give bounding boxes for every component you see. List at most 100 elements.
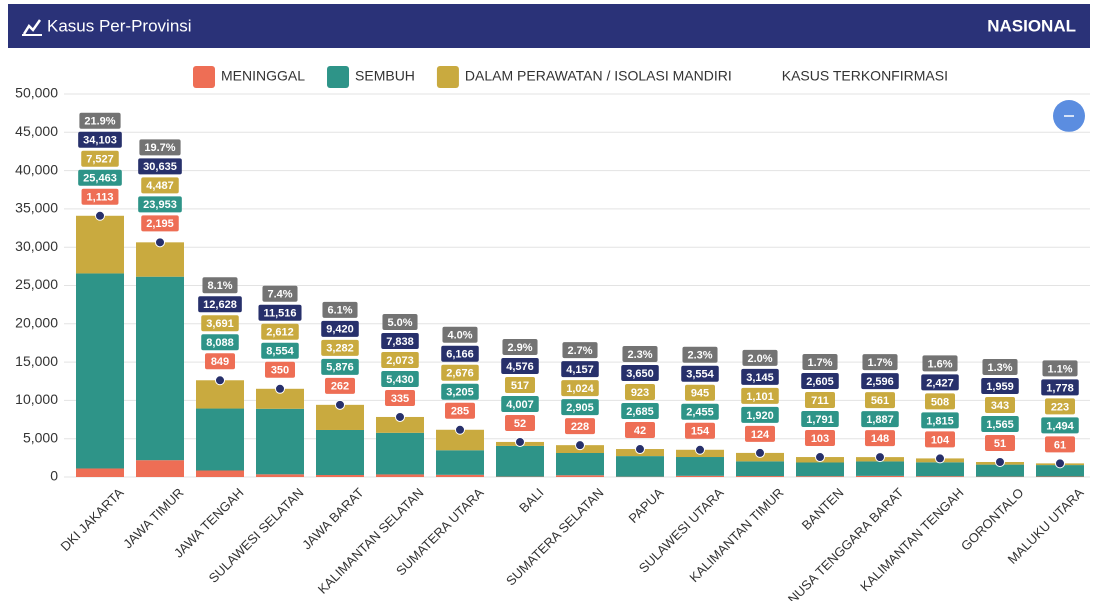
- data-label: 4,007: [506, 399, 534, 411]
- bar-segment: [196, 409, 244, 471]
- total-point: [696, 445, 705, 454]
- data-label: 3,650: [626, 368, 654, 380]
- x-tick-label: PAPUA: [625, 485, 666, 526]
- data-label: 1,113: [87, 192, 114, 204]
- data-label: 2,596: [866, 376, 894, 388]
- total-point: [816, 453, 825, 462]
- bar-segment: [616, 456, 664, 477]
- bar-segment: [256, 474, 304, 477]
- data-label: 285: [451, 406, 469, 418]
- data-label: 52: [514, 418, 526, 430]
- y-tick-label: 25,000: [15, 276, 58, 292]
- bar-segment: [796, 476, 844, 477]
- data-label: 1,959: [986, 381, 1014, 393]
- data-label: 223: [1051, 401, 1069, 413]
- data-label: 2,073: [386, 355, 414, 367]
- x-tick-label: KALIMANTAN SELATAN: [315, 485, 427, 597]
- data-label: 1,024: [566, 383, 594, 395]
- data-label: 1,791: [806, 414, 834, 426]
- data-label: 335: [391, 393, 409, 405]
- data-label: 2,195: [146, 218, 174, 230]
- data-label: 8.1%: [207, 280, 232, 292]
- data-label: 5,430: [386, 374, 414, 386]
- y-tick-label: 50,000: [15, 85, 58, 101]
- data-label: 945: [691, 388, 709, 400]
- total-point: [336, 400, 345, 409]
- total-point: [216, 376, 225, 385]
- data-label: 711: [811, 395, 829, 407]
- y-tick-label: 35,000: [15, 200, 58, 216]
- data-label: 1.6%: [927, 358, 952, 370]
- data-label: 5.0%: [387, 317, 412, 329]
- x-tick-label: JAWA BARAT: [299, 485, 367, 553]
- bar-segment: [376, 433, 424, 475]
- total-point: [996, 457, 1005, 466]
- x-tick-label: KALIMANTAN TENGAH: [857, 485, 966, 594]
- x-tick-label: JAWA TIMUR: [120, 485, 186, 551]
- bar-segment: [136, 242, 184, 276]
- legend-label: MENINGGAL: [221, 68, 305, 84]
- bar-segment: [376, 474, 424, 477]
- bar-segment: [856, 461, 904, 475]
- data-label: 2,427: [926, 377, 954, 389]
- bar-segment: [676, 476, 724, 477]
- y-tick-label: 20,000: [15, 315, 58, 331]
- data-label: 923: [631, 387, 649, 399]
- data-label: 3,554: [686, 369, 714, 381]
- bar-segment: [136, 277, 184, 460]
- data-label: 6.1%: [327, 305, 352, 317]
- data-label: 262: [331, 381, 349, 393]
- data-label: 34,103: [83, 135, 117, 147]
- total-point: [156, 238, 165, 247]
- data-label: 1,565: [986, 419, 1014, 431]
- data-label: 6,166: [446, 349, 474, 361]
- total-point: [396, 412, 405, 421]
- data-label: 7,838: [386, 336, 414, 348]
- bar-segment: [496, 446, 544, 477]
- data-label: 2,605: [806, 376, 834, 388]
- total-point: [516, 437, 525, 446]
- bar-segment: [436, 450, 484, 475]
- bar-segment: [316, 475, 364, 477]
- legend-label: DALAM PERAWATAN / ISOLASI MANDIRI: [465, 68, 732, 84]
- total-point: [1056, 459, 1065, 468]
- legend-swatch: [193, 66, 215, 88]
- data-label: 154: [691, 426, 710, 438]
- data-label: 3,282: [326, 343, 354, 355]
- data-label: 8,088: [206, 337, 234, 349]
- data-label: 30,635: [143, 161, 177, 173]
- data-label: 2.9%: [507, 342, 532, 354]
- total-point: [876, 453, 885, 462]
- data-label: 1,815: [926, 415, 954, 427]
- data-label: 7.4%: [267, 289, 292, 301]
- data-label: 2.0%: [747, 353, 772, 365]
- data-label: 23,953: [143, 199, 177, 211]
- bar-segment: [76, 273, 124, 468]
- data-label: 350: [271, 365, 289, 377]
- data-label: 51: [994, 438, 1006, 450]
- data-label: 3,691: [206, 318, 234, 330]
- data-label: 1.1%: [1047, 363, 1072, 375]
- data-label: 4,487: [146, 180, 174, 192]
- data-label: 21.9%: [84, 116, 115, 128]
- data-label: 61: [1054, 439, 1066, 451]
- data-label: 124: [751, 429, 770, 441]
- total-point: [636, 445, 645, 454]
- y-tick-label: 15,000: [15, 353, 58, 369]
- data-label: 561: [871, 395, 889, 407]
- data-label: 4.0%: [447, 330, 472, 342]
- collapse-button[interactable]: [1053, 100, 1085, 132]
- bar-segment: [556, 453, 604, 475]
- x-tick-label: NUSA TENGGARA BARAT: [785, 485, 907, 601]
- data-label: 7,527: [86, 154, 114, 166]
- data-label: 8,554: [266, 346, 294, 358]
- total-point: [936, 454, 945, 463]
- data-label: 2.3%: [627, 349, 652, 361]
- data-label: 2,612: [266, 327, 294, 339]
- legend-swatch: [327, 66, 349, 88]
- data-label: 849: [211, 356, 229, 368]
- data-label: 228: [571, 421, 589, 433]
- legend-swatch: [437, 66, 459, 88]
- data-label: 2,685: [626, 406, 654, 418]
- total-point: [456, 425, 465, 434]
